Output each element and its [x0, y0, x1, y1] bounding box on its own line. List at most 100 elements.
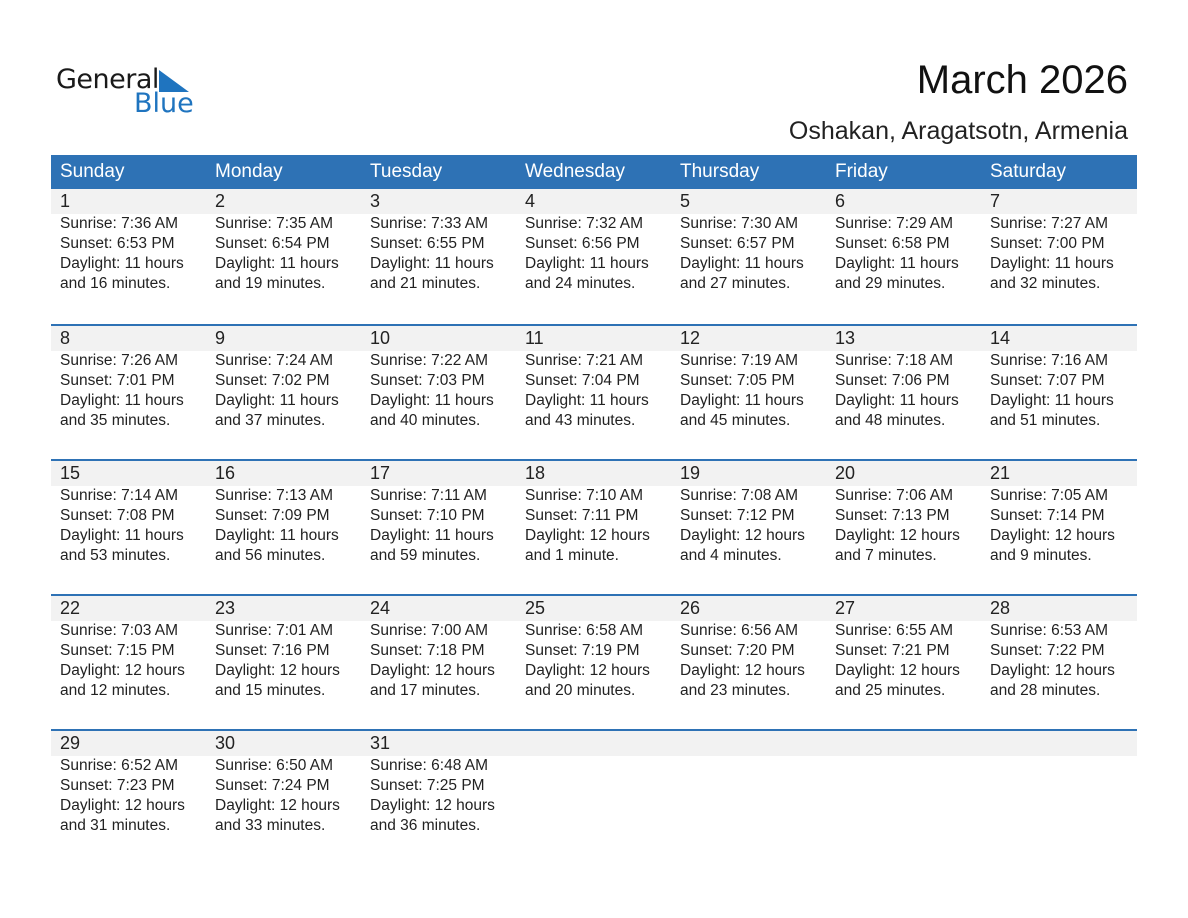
day-number: 6 [835, 191, 846, 211]
day-cell: 18 Sunrise: 7:10 AM Sunset: 7:11 PM Dayligh… [516, 461, 671, 594]
daylight-minutes-text: and 45 minutes. [680, 412, 791, 429]
day-number: 23 [215, 598, 236, 618]
daylight-text: Daylight: 12 hours [370, 662, 495, 679]
logo-blue-text: Blue [134, 88, 194, 119]
general-blue-logo: General Blue [56, 64, 194, 119]
daylight-minutes-text: and 33 minutes. [215, 817, 326, 834]
sunset-text: Sunset: 7:13 PM [835, 507, 950, 524]
day-cell: 3 Sunrise: 7:33 AM Sunset: 6:55 PM Daylight… [361, 189, 516, 324]
sunrise-text: Sunrise: 6:58 AM [525, 622, 644, 639]
week-row: 15 Sunrise: 7:14 AM Sunset: 7:08 PM Dayligh… [51, 459, 1137, 594]
daylight-text: Daylight: 11 hours [680, 255, 804, 272]
day-cell: 15 Sunrise: 7:14 AM Sunset: 7:08 PM Dayligh… [51, 461, 206, 594]
sunrise-text: Sunrise: 7:30 AM [680, 215, 799, 232]
day-cell: 12 Sunrise: 7:19 AM Sunset: 7:05 PM Dayligh… [671, 326, 826, 459]
daylight-text: Daylight: 11 hours [60, 392, 184, 409]
weekday-friday: Friday [835, 161, 888, 182]
sunset-text: Sunset: 6:57 PM [680, 235, 795, 252]
sunrise-text: Sunrise: 6:52 AM [60, 757, 179, 774]
sunset-text: Sunset: 6:53 PM [60, 235, 175, 252]
daylight-minutes-text: and 36 minutes. [370, 817, 481, 834]
sunrise-text: Sunrise: 7:00 AM [370, 622, 489, 639]
calendar-grid: Sunday Monday Tuesday Wednesday Thursday Frid… [51, 155, 1137, 864]
day-number: 21 [990, 463, 1011, 483]
sunrise-text: Sunrise: 7:22 AM [370, 352, 489, 369]
daylight-minutes-text: and 16 minutes. [60, 275, 171, 292]
daylight-text: Daylight: 11 hours [215, 527, 339, 544]
day-number: 8 [60, 328, 71, 348]
daylight-text: Daylight: 11 hours [835, 392, 959, 409]
week-row: 8 Sunrise: 7:26 AM Sunset: 7:01 PM Daylight… [51, 324, 1137, 459]
daylight-text: Daylight: 11 hours [990, 392, 1114, 409]
day-cell: 14 Sunrise: 7:16 AM Sunset: 7:07 PM Dayligh… [981, 326, 1136, 459]
sunrise-text: Sunrise: 6:53 AM [990, 622, 1109, 639]
daylight-minutes-text: and 56 minutes. [215, 547, 326, 564]
daylight-text: Daylight: 12 hours [680, 662, 805, 679]
day-number-band [51, 596, 1137, 621]
day-number: 10 [370, 328, 391, 348]
sunset-text: Sunset: 6:56 PM [525, 235, 640, 252]
day-number: 13 [835, 328, 856, 348]
day-number: 18 [525, 463, 546, 483]
day-cell: 21 Sunrise: 7:05 AM Sunset: 7:14 PM Dayligh… [981, 461, 1136, 594]
weekday-header: Sunday Monday Tuesday Wednesday Thursday Frid… [51, 155, 1137, 189]
weekday-wednesday: Wednesday [525, 161, 625, 182]
sunset-text: Sunset: 7:16 PM [215, 642, 330, 659]
day-number: 20 [835, 463, 856, 483]
sunset-text: Sunset: 6:58 PM [835, 235, 950, 252]
weekday-sunday: Sunday [60, 161, 125, 182]
day-number-band [51, 326, 1137, 351]
day-number: 16 [215, 463, 236, 483]
day-cell: 7 Sunrise: 7:27 AM Sunset: 7:00 PM Daylight… [981, 189, 1136, 324]
day-cell: 6 Sunrise: 7:29 AM Sunset: 6:58 PM Daylight… [826, 189, 981, 324]
day-cell: 19 Sunrise: 7:08 AM Sunset: 7:12 PM Dayligh… [671, 461, 826, 594]
sunrise-text: Sunrise: 7:21 AM [525, 352, 644, 369]
week-row: 22 Sunrise: 7:03 AM Sunset: 7:15 PM Dayligh… [51, 594, 1137, 729]
daylight-text: Daylight: 11 hours [680, 392, 804, 409]
daylight-minutes-text: and 19 minutes. [215, 275, 326, 292]
day-cell: 4 Sunrise: 7:32 AM Sunset: 6:56 PM Daylight… [516, 189, 671, 324]
daylight-text: Daylight: 11 hours [215, 392, 339, 409]
daylight-minutes-text: and 15 minutes. [215, 682, 326, 699]
day-cell: 8 Sunrise: 7:26 AM Sunset: 7:01 PM Daylight… [51, 326, 206, 459]
day-number: 24 [370, 598, 391, 618]
daylight-minutes-text: and 37 minutes. [215, 412, 326, 429]
sunrise-text: Sunrise: 6:55 AM [835, 622, 954, 639]
daylight-text: Daylight: 11 hours [835, 255, 959, 272]
sunset-text: Sunset: 7:22 PM [990, 642, 1105, 659]
day-cell: 1 Sunrise: 7:36 AM Sunset: 6:53 PM Daylight… [51, 189, 206, 324]
day-number: 27 [835, 598, 856, 618]
sunset-text: Sunset: 7:08 PM [60, 507, 175, 524]
sunset-text: Sunset: 7:24 PM [215, 777, 330, 794]
sunrise-text: Sunrise: 7:06 AM [835, 487, 954, 504]
sunrise-text: Sunrise: 7:16 AM [990, 352, 1109, 369]
day-number-band [51, 461, 1137, 486]
day-number: 2 [215, 191, 226, 211]
sunrise-text: Sunrise: 7:35 AM [215, 215, 334, 232]
daylight-minutes-text: and 27 minutes. [680, 275, 791, 292]
daylight-text: Daylight: 12 hours [835, 527, 960, 544]
sunrise-text: Sunrise: 7:01 AM [215, 622, 334, 639]
day-cell: 9 Sunrise: 7:24 AM Sunset: 7:02 PM Daylight… [206, 326, 361, 459]
week-row: 1 Sunrise: 7:36 AM Sunset: 6:53 PM Daylight… [51, 189, 1137, 324]
sunrise-text: Sunrise: 7:36 AM [60, 215, 179, 232]
sunset-text: Sunset: 7:01 PM [60, 372, 175, 389]
day-cell: 27 Sunrise: 6:55 AM Sunset: 7:21 PM Dayligh… [826, 596, 981, 729]
daylight-text: Daylight: 11 hours [60, 527, 184, 544]
daylight-minutes-text: and 35 minutes. [60, 412, 171, 429]
daylight-minutes-text: and 31 minutes. [60, 817, 171, 834]
sunset-text: Sunset: 7:25 PM [370, 777, 485, 794]
sunset-text: Sunset: 7:20 PM [680, 642, 795, 659]
day-number: 9 [215, 328, 226, 348]
day-number-band [51, 189, 1137, 214]
sunset-text: Sunset: 7:10 PM [370, 507, 485, 524]
weekday-monday: Monday [215, 161, 283, 182]
day-number: 17 [370, 463, 391, 483]
sunrise-text: Sunrise: 7:27 AM [990, 215, 1109, 232]
sunset-text: Sunset: 7:23 PM [60, 777, 175, 794]
page-title: March 2026 [916, 58, 1128, 102]
daylight-minutes-text: and 12 minutes. [60, 682, 171, 699]
day-number: 22 [60, 598, 81, 618]
day-number: 19 [680, 463, 701, 483]
daylight-minutes-text: and 51 minutes. [990, 412, 1101, 429]
